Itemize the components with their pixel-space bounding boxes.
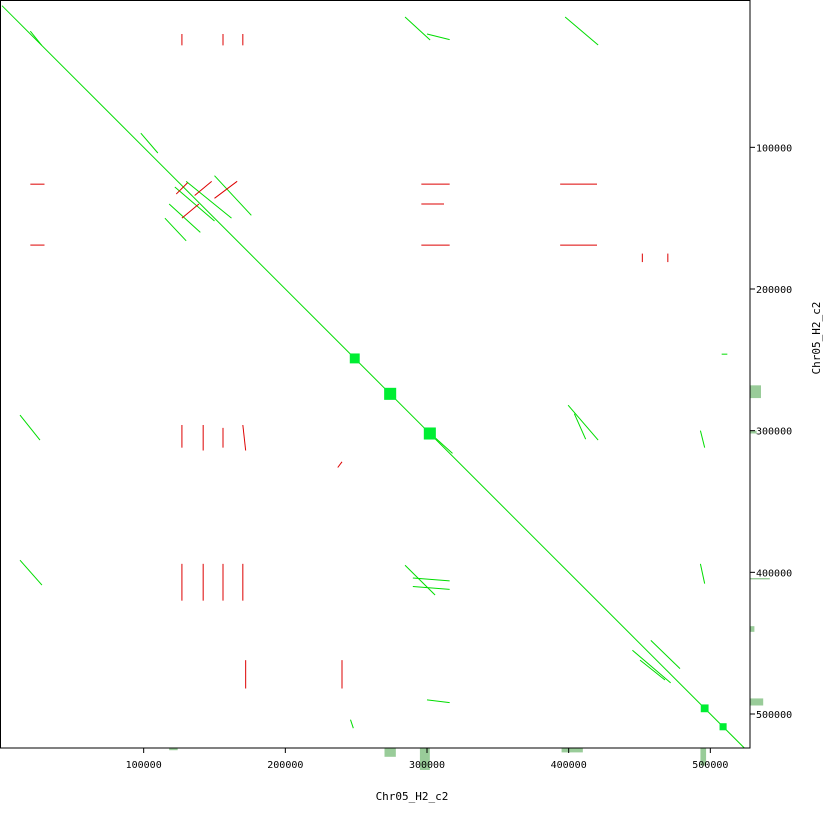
forward-alignment	[573, 413, 587, 440]
forward-alignment	[639, 659, 666, 681]
reverse-alignment	[242, 424, 247, 451]
forward-alignment	[632, 649, 671, 684]
repeat-block	[719, 723, 727, 731]
forward-alignment	[29, 30, 43, 46]
reverse-alignment	[337, 461, 343, 468]
y-coverage-bar	[750, 626, 755, 632]
x-tick-label: 100000	[126, 760, 162, 771]
forward-alignment	[564, 16, 599, 46]
y-coverage-bar	[750, 430, 757, 434]
repeat-block	[384, 387, 397, 400]
repeat-block	[423, 427, 436, 440]
reverse-alignment	[214, 180, 238, 199]
repeat-block	[349, 353, 360, 364]
plot-frame	[0, 0, 751, 749]
y-tick-label: 300000	[756, 427, 792, 438]
forward-alignment	[699, 430, 706, 448]
x-tick-label: 500000	[692, 760, 728, 771]
y-tick-label: 500000	[756, 710, 792, 721]
forward-alignment	[1, 5, 745, 749]
y-tick-label: 400000	[756, 568, 792, 579]
forward-alignment	[19, 414, 41, 441]
forward-alignment	[404, 16, 431, 41]
x-coverage-bar	[169, 748, 178, 751]
y-axis-label: Chr05_H2_c2	[810, 302, 823, 375]
x-coverage-bar	[419, 748, 430, 770]
y-tick-label: 200000	[756, 285, 792, 296]
y-tick-label: 100000	[756, 143, 792, 154]
x-axis-label: Chr05_H2_c2	[376, 790, 449, 803]
forward-alignment	[699, 563, 706, 584]
reverse-alignment	[181, 203, 200, 219]
reverse-alignment	[175, 182, 188, 195]
forward-alignment	[567, 404, 599, 441]
forward-alignment	[404, 564, 436, 596]
repeat-block	[700, 704, 709, 713]
forward-alignment	[350, 719, 354, 729]
forward-alignment	[185, 180, 232, 219]
forward-alignment	[164, 217, 187, 242]
forward-alignment	[174, 186, 215, 222]
forward-alignment	[412, 577, 450, 582]
x-tick-label: 400000	[551, 760, 587, 771]
forward-alignment	[426, 33, 450, 41]
forward-alignment	[650, 639, 681, 670]
forward-alignment	[168, 203, 201, 233]
x-coverage-bar	[384, 748, 396, 757]
x-coverage-bar	[561, 748, 583, 753]
forward-alignment	[214, 175, 252, 216]
x-coverage-bar	[700, 748, 707, 766]
y-coverage-bar	[750, 385, 761, 399]
x-tick-label: 300000	[409, 760, 445, 771]
forward-alignment	[140, 132, 159, 154]
forward-alignment	[19, 559, 43, 586]
x-tick-label: 200000	[267, 760, 303, 771]
forward-alignment	[426, 699, 450, 704]
y-coverage-bar	[750, 578, 770, 580]
reverse-alignment	[194, 180, 212, 196]
forward-alignment	[412, 586, 450, 590]
y-coverage-bar	[750, 698, 764, 706]
